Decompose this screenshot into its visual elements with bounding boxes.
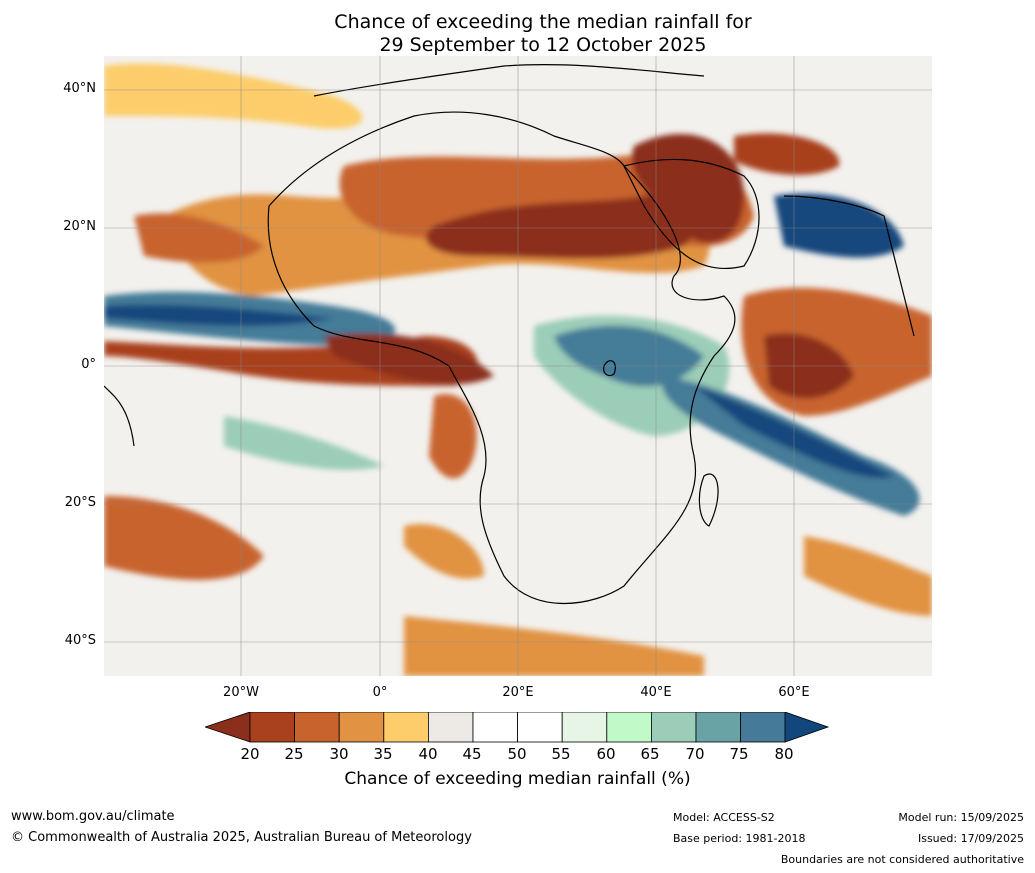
lat-tick-label: 40°N bbox=[63, 81, 96, 96]
east-africa-wet-core bbox=[554, 325, 704, 387]
footer-copyright: © Commonwealth of Australia 2025, Austra… bbox=[11, 830, 472, 845]
lat-tick-label: 20°S bbox=[64, 495, 96, 510]
colorbar-cell bbox=[740, 712, 786, 743]
lon-tick-label: 40°E bbox=[640, 685, 672, 700]
colorbar-tick-label: 40 bbox=[418, 745, 438, 763]
arabia-coastline bbox=[623, 158, 760, 270]
colorbar-tick-label: 50 bbox=[507, 745, 527, 763]
colorbar-tick-label: 25 bbox=[284, 745, 304, 763]
colorbar-cell bbox=[338, 712, 385, 743]
south-atlantic-dry bbox=[104, 496, 264, 580]
colorbar-cell bbox=[517, 712, 563, 743]
colorbar-cell bbox=[650, 712, 697, 743]
colorbar-tick-label: 70 bbox=[685, 745, 705, 763]
arabian-sea-wet bbox=[774, 193, 904, 258]
colorbar-cell bbox=[695, 712, 741, 743]
south-atlantic-wet bbox=[224, 416, 384, 470]
west-africa-coast-dry bbox=[134, 213, 264, 263]
colorbar-cell bbox=[427, 712, 474, 743]
lat-tick-label: 40°S bbox=[64, 633, 96, 648]
footer-base-period: Base period: 1981-2018 bbox=[673, 832, 806, 845]
colorbar-cell bbox=[606, 712, 652, 743]
footer-website-link[interactable]: www.bom.gov.au/climate bbox=[11, 809, 175, 824]
colorbar-tick-label: 55 bbox=[551, 745, 571, 763]
lat-tick-label: 20°N bbox=[63, 219, 96, 234]
arabia-core-20 bbox=[632, 134, 744, 243]
europe-coastline bbox=[313, 64, 705, 97]
india-coastline bbox=[783, 195, 915, 337]
iran-core bbox=[734, 133, 840, 176]
footer-issued: Issued: 17/09/2025 bbox=[917, 832, 1024, 845]
southern-ocean-dry bbox=[404, 616, 704, 676]
lat-tick-label: 0° bbox=[81, 357, 96, 372]
chart-title-line-2: 29 September to 12 October 2025 bbox=[379, 34, 707, 56]
colorbar-high-arrow bbox=[784, 712, 830, 743]
colorbar-low-arrow bbox=[205, 712, 251, 743]
colorbar-cell bbox=[294, 712, 340, 743]
colorbar-cell bbox=[561, 712, 608, 743]
lon-tick-label: 20°E bbox=[502, 685, 534, 700]
colorbar-tick-label: 20 bbox=[240, 745, 260, 763]
brazil-coastline bbox=[103, 385, 135, 447]
colorbar-tick-label: 60 bbox=[596, 745, 616, 763]
rainfall-map bbox=[103, 56, 932, 676]
sahara-core-20 bbox=[426, 194, 699, 259]
footer-boundaries-note: Boundaries are not considered authoritat… bbox=[780, 853, 1024, 866]
madagascar-coast bbox=[698, 473, 719, 527]
south-indian-dry bbox=[804, 536, 932, 616]
colorbar-tick-label: 80 bbox=[774, 745, 794, 763]
map-svg bbox=[103, 56, 932, 676]
colorbar-cell bbox=[383, 712, 429, 743]
footer-model-run: Model run: 15/09/2025 bbox=[898, 811, 1024, 824]
colorbar-tick-label: 35 bbox=[373, 745, 393, 763]
lake-victoria bbox=[603, 360, 616, 377]
colorbar-cell bbox=[472, 712, 518, 743]
colorbar bbox=[205, 712, 830, 743]
footer-model: Model: ACCESS-S2 bbox=[673, 811, 775, 824]
angola-dry bbox=[429, 394, 477, 479]
colorbar-cell bbox=[249, 712, 295, 743]
colorbar-title: Chance of exceeding median rainfall (%) bbox=[344, 769, 691, 789]
rainfall-probability-field bbox=[104, 63, 932, 676]
colorbar-tick-label: 65 bbox=[640, 745, 660, 763]
south-africa-dry bbox=[404, 524, 484, 579]
atlantic-wet-core bbox=[104, 304, 334, 326]
chart-title-line-1: Chance of exceeding the median rainfall … bbox=[334, 11, 752, 33]
colorbar-cells bbox=[249, 712, 786, 743]
colorbar-tick-label: 30 bbox=[329, 745, 349, 763]
lon-tick-label: 20°W bbox=[223, 685, 259, 700]
graticule bbox=[104, 56, 932, 676]
north-atlantic-dry bbox=[104, 63, 363, 129]
lon-tick-label: 60°E bbox=[778, 685, 810, 700]
lon-tick-label: 0° bbox=[372, 685, 388, 700]
colorbar-tick-label: 75 bbox=[729, 745, 749, 763]
colorbar-tick-label: 45 bbox=[462, 745, 482, 763]
